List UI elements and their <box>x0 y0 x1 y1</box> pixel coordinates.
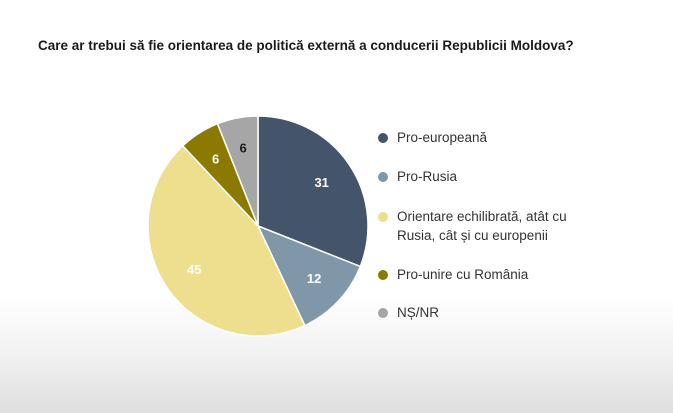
legend-label: Pro-Rusia <box>397 169 458 184</box>
legend-swatch <box>378 172 388 182</box>
legend-item-pro-rusia: Pro-Rusia <box>378 167 597 186</box>
legend-label: NȘ/NR <box>397 305 440 320</box>
legend: Pro-europeană Pro-Rusia Orientare echilibr… <box>378 128 597 322</box>
legend-swatch <box>378 133 388 143</box>
pie-slice-orientare-echilibrata-atat-cu-rusia-cat-si-cu-europenii <box>147 144 306 337</box>
pie-slice-pro-europeana <box>257 115 369 268</box>
pie-slice-value-orientare-echilibrata-atat-cu-rusia-cat-si-cu-europenii: 45 <box>187 262 201 277</box>
pie-slice-value-pro-europeana: 31 <box>314 175 328 190</box>
pie-slice-value-pro-rusia: 12 <box>307 271 321 286</box>
chart-title: Care ar trebui să fie orientarea de poli… <box>38 38 574 53</box>
legend-label: Pro-europeană <box>397 130 488 145</box>
pie-slice-value-pro-unire-cu-romania: 6 <box>212 152 219 167</box>
pie-slice-ns-nr <box>216 115 259 227</box>
legend-item-orientare-echilibrata-atat-cu-rusia-cat-si-cu-europenii: Orientare echilibrată, atât cu Rusia, câ… <box>378 207 597 245</box>
legend-label: Pro-unire cu România <box>397 267 529 282</box>
pie-slice-pro-rusia <box>256 224 362 327</box>
legend-swatch <box>378 308 388 318</box>
pie-slice-value-ns-nr: 6 <box>240 141 247 156</box>
legend-label: Orientare echilibrată, atât cu Rusia, câ… <box>397 209 567 243</box>
legend-swatch <box>378 270 388 280</box>
legend-item-pro-europeana: Pro-europeană <box>378 128 597 147</box>
legend-item-ns-nr: NȘ/NR <box>378 303 597 322</box>
legend-item-pro-unire-cu-romania: Pro-unire cu România <box>378 265 597 284</box>
legend-swatch <box>378 212 388 222</box>
